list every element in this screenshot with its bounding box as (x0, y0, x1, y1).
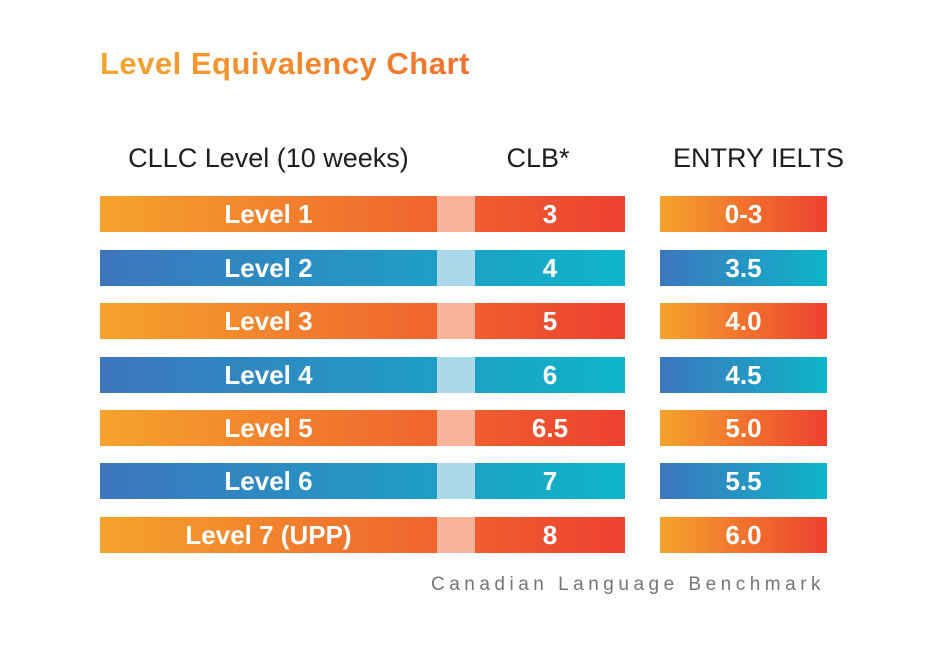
bar-connector (437, 250, 475, 286)
clb-value: 5 (542, 306, 558, 336)
level-label: Level 6 (224, 466, 313, 496)
level-clb-bar: Level 1 3 (100, 196, 625, 232)
ielts-bar: 6.0 (660, 517, 827, 553)
bar-connector (437, 410, 475, 446)
clb-value: 6 (542, 360, 558, 390)
ielts-bar: 3.5 (660, 250, 827, 286)
column-header-clb: CLB* (506, 143, 570, 173)
clb-value: 8 (542, 520, 558, 550)
ielts-bar: 4.5 (660, 357, 827, 393)
table-row: Level 1 3 0-3 (100, 196, 827, 232)
table-row: Level 7 (UPP) 8 6.0 (100, 517, 827, 553)
level-clb-bar: Level 7 (UPP) 8 (100, 517, 625, 553)
bar-connector (437, 463, 475, 499)
ielts-bar: 4.0 (660, 303, 827, 339)
bar-connector (437, 517, 475, 553)
clb-value: 3 (542, 199, 558, 229)
level-clb-bar: Level 5 6.5 (100, 410, 625, 446)
table-row: Level 2 4 3.5 (100, 250, 827, 286)
level-label: Level 4 (224, 360, 313, 390)
table-row: Level 5 6.5 5.0 (100, 410, 827, 446)
clb-value: 7 (542, 466, 558, 496)
level-clb-bar: Level 3 5 (100, 303, 625, 339)
level-label: Level 5 (224, 413, 313, 443)
ielts-bar: 5.5 (660, 463, 827, 499)
level-clb-bar: Level 4 6 (100, 357, 625, 393)
table-row: Level 3 5 4.0 (100, 303, 827, 339)
clb-value: 4 (542, 253, 558, 283)
footnote-canadian-language-benchmark: Canadian Language Benchmark (430, 574, 826, 595)
level-label: Level 7 (UPP) (185, 520, 352, 550)
ielts-bar: 5.0 (660, 410, 827, 446)
column-header-entry-ielts: ENTRY IELTS (673, 143, 845, 173)
bar-connector (437, 357, 475, 393)
level-clb-bar: Level 6 7 (100, 463, 625, 499)
level-label: Level 1 (224, 199, 313, 229)
level-label: Level 3 (224, 306, 313, 336)
bar-connector (437, 196, 475, 232)
level-label: Level 2 (224, 253, 313, 283)
clb-value: 6.5 (531, 413, 569, 443)
table-row: Level 4 6 4.5 (100, 357, 827, 393)
table-row: Level 6 7 5.5 (100, 463, 827, 499)
bar-connector (437, 303, 475, 339)
ielts-bar: 0-3 (660, 196, 827, 232)
column-header-cllc-level: CLLC Level (10 weeks) (128, 143, 409, 173)
level-clb-bar: Level 2 4 (100, 250, 625, 286)
page-title: Level Equivalency Chart (100, 46, 470, 81)
